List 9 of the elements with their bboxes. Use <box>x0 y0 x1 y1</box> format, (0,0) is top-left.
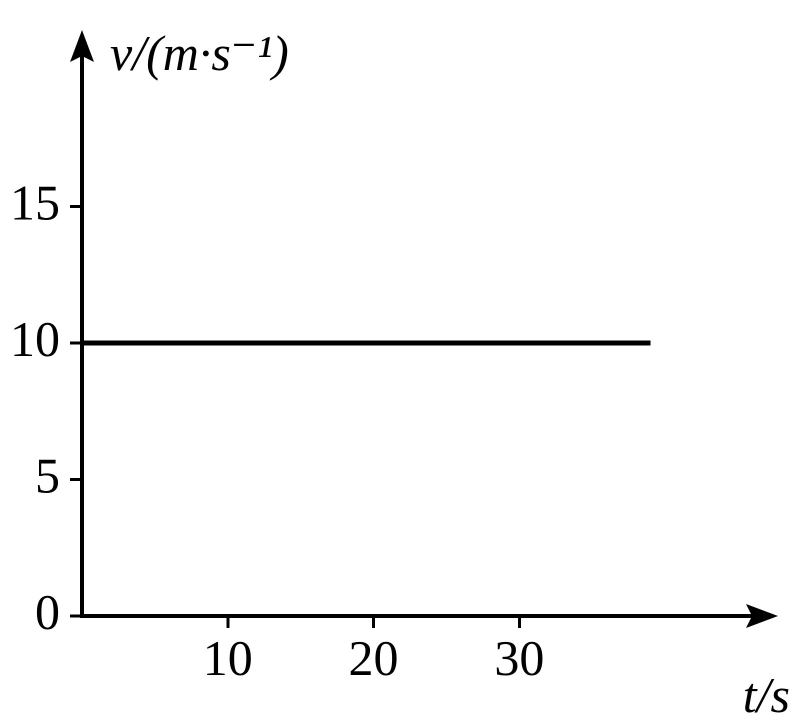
x-tick-label: 10 <box>202 630 253 686</box>
y-tick-label: 0 <box>35 584 60 640</box>
x-tick-label: 20 <box>348 630 399 686</box>
y-tick-label: 15 <box>10 174 60 231</box>
y-tick-label: 5 <box>35 448 60 504</box>
y-tick-label: 10 <box>10 311 60 368</box>
x-axis-title: t/s <box>742 667 790 723</box>
x-tick-label: 30 <box>494 630 544 686</box>
y-axis-title: v/(m·s⁻¹) <box>110 25 289 81</box>
